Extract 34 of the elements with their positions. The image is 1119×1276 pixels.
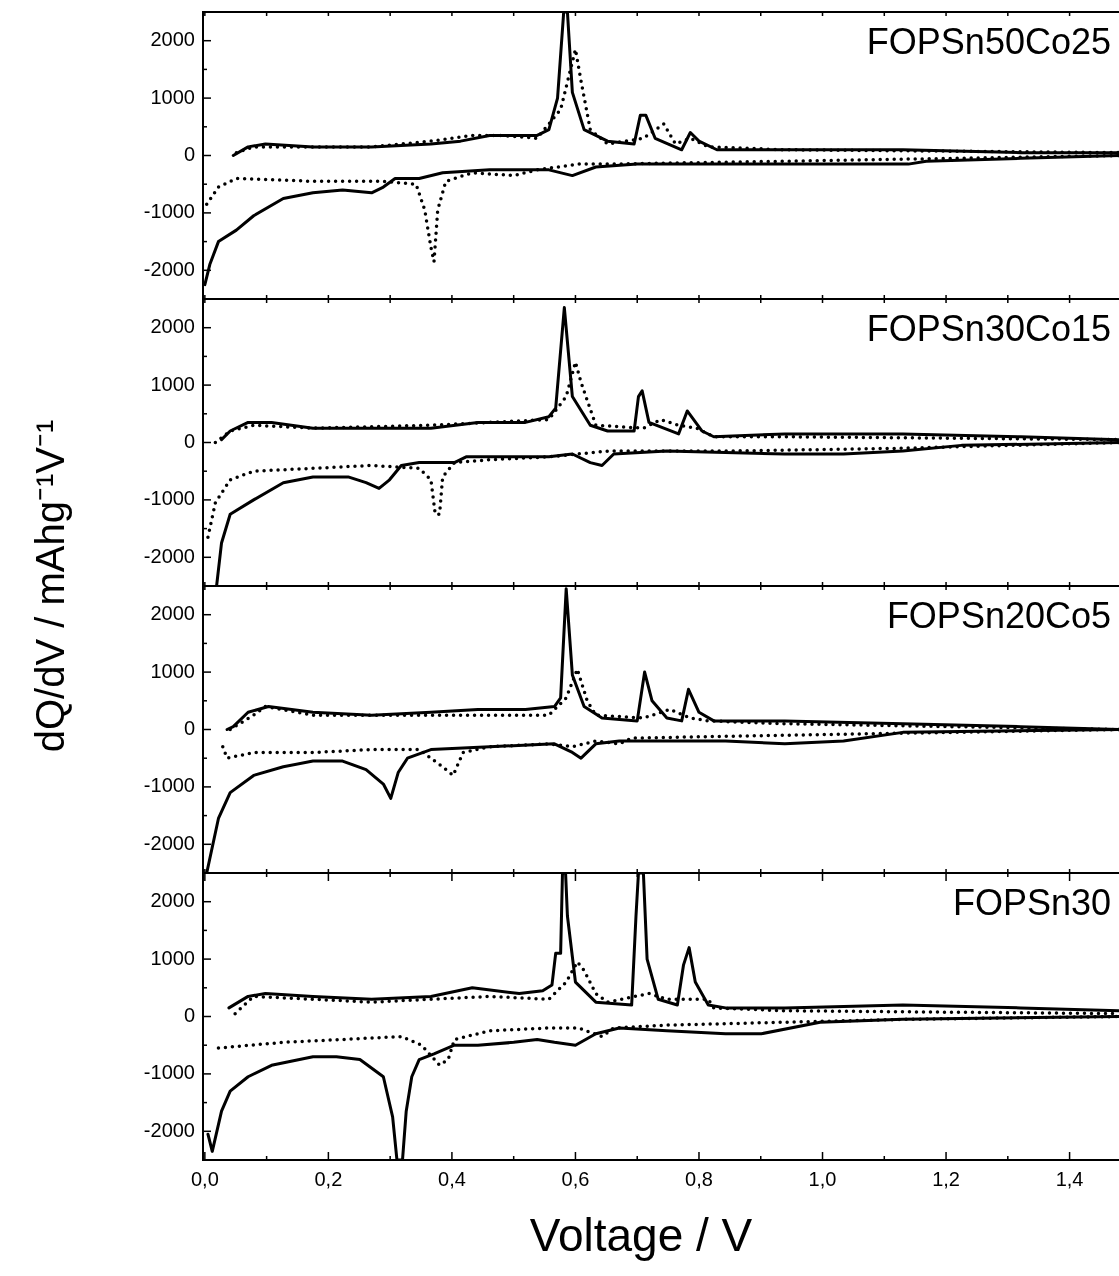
y-tick-label: -2000 (143, 257, 195, 280)
y-tick-label: 2000 (150, 28, 195, 51)
y-tick-label: -1000 (143, 1061, 195, 1084)
y-tick-label: 0 (183, 1004, 195, 1027)
y-tick-label: 2000 (150, 315, 195, 338)
y-tick-label: -1000 (143, 200, 195, 223)
x-axis-title: Voltage / V (529, 1208, 753, 1262)
x-tick-label: 1,4 (1055, 1167, 1084, 1190)
x-tick-label: 0,2 (314, 1167, 343, 1190)
y-tick-label: -2000 (143, 544, 195, 567)
y-tick-label: 1000 (150, 372, 195, 395)
annotation: FOPSn50Co25 (866, 20, 1111, 62)
x-tick-label: 0,4 (438, 1167, 466, 1190)
y-tick-label: 1000 (150, 659, 195, 682)
annotation: FOPSn30 (952, 881, 1111, 923)
y-tick-label: -2000 (143, 831, 195, 854)
y-tick-label: -1000 (143, 774, 195, 797)
annotation: FOPSn20Co5 (886, 594, 1111, 636)
y-tick-label: 1000 (150, 946, 195, 969)
annotation: FOPSn30Co15 (866, 307, 1111, 349)
x-tick-label: 0,6 (561, 1167, 590, 1190)
y-tick-label: -2000 (143, 1118, 195, 1141)
y-tick-label: 0 (183, 717, 195, 740)
y-tick-label: 2000 (150, 602, 195, 625)
y-tick-label: 2000 (150, 889, 195, 912)
x-tick-label: 1,2 (932, 1167, 960, 1190)
y-axis-title: dQ/dV / mAhg⁻¹V⁻¹ (26, 419, 73, 753)
x-tick-label: 0,0 (190, 1167, 219, 1190)
x-tick-label: 1,0 (808, 1167, 837, 1190)
y-tick-label: 1000 (150, 85, 195, 108)
y-tick-label: 0 (183, 143, 195, 166)
x-tick-label: 0,8 (685, 1167, 713, 1190)
y-tick-label: -1000 (143, 487, 195, 510)
y-tick-label: 0 (183, 430, 195, 453)
